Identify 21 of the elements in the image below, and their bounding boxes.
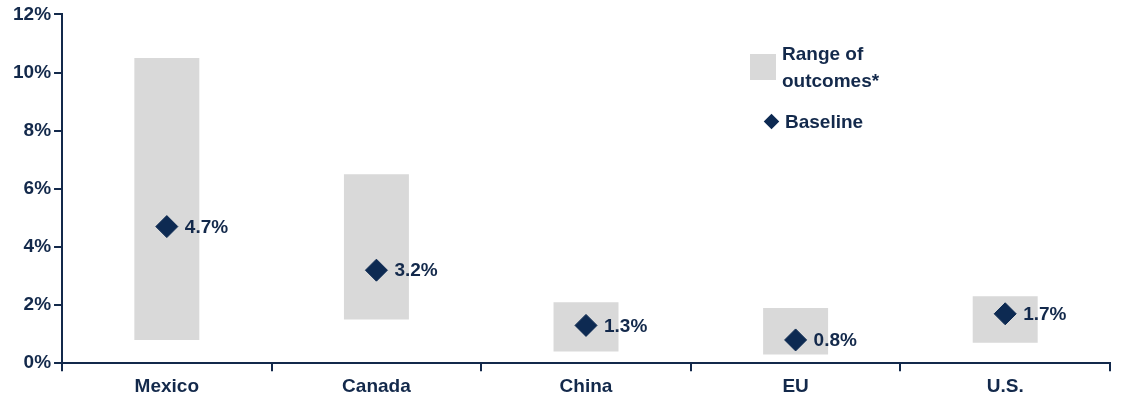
point xyxy=(155,215,179,239)
data-label: 3.2% xyxy=(394,259,438,281)
point xyxy=(364,258,388,282)
y-tick-label: 2% xyxy=(23,293,52,315)
y-tick-label: 6% xyxy=(23,177,52,199)
x-tick-label: Mexico xyxy=(134,374,200,396)
data-label: 0.8% xyxy=(813,329,858,351)
y-tick-label: 10% xyxy=(13,60,52,82)
data-label: 1.7% xyxy=(1023,303,1067,325)
data-label: 1.3% xyxy=(604,314,648,336)
y-tick-label: 8% xyxy=(23,118,52,140)
y-tick-label: 4% xyxy=(23,235,52,257)
legend-label: Range of outcomes* xyxy=(782,42,881,93)
legend-label: Baseline xyxy=(785,110,864,134)
y-tick-label: 12% xyxy=(13,2,52,24)
y-tick-label: 0% xyxy=(23,351,52,373)
x-tick-label: U.S. xyxy=(986,374,1024,396)
x-tick-label: EU xyxy=(782,374,809,396)
x-tick-label: Canada xyxy=(342,374,412,396)
x-tick-label: China xyxy=(559,374,613,396)
data-label: 4.7% xyxy=(184,215,229,237)
